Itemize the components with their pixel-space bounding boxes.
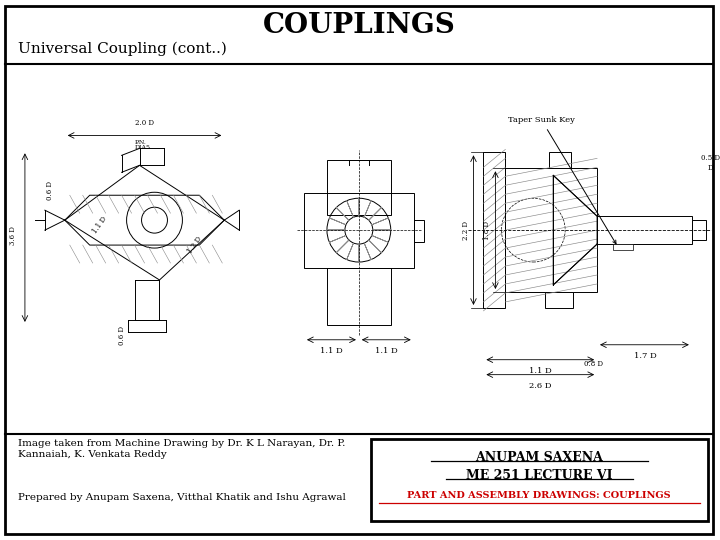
Bar [505,168,597,292]
Text: 3.6 D: 3.6 D [9,226,17,245]
Text: COUPLINGS: COUPLINGS [263,12,455,39]
Text: 1.2 D: 1.2 D [186,235,203,255]
Bar [613,244,633,250]
Bar [327,268,391,325]
Bar [692,220,706,240]
Bar [414,220,423,242]
Text: DIA5: DIA5 [135,145,150,150]
Text: P.N.: P.N. [135,140,146,145]
Bar [371,440,708,521]
Text: 0.6 D: 0.6 D [117,326,125,345]
Text: 1.7 D: 1.7 D [634,352,657,360]
Bar [597,216,692,244]
Text: 1.1 D: 1.1 D [91,215,109,235]
Text: ANUPAM SAXENA: ANUPAM SAXENA [475,451,603,464]
Text: 0.8 D: 0.8 D [584,360,603,368]
Bar [483,152,505,308]
Text: 1.8 D: 1.8 D [483,221,492,240]
Text: Taper Sunk Key: Taper Sunk Key [508,117,616,244]
Text: 0.5 D: 0.5 D [701,154,720,163]
Text: 0.6 D: 0.6 D [46,181,54,200]
Text: 2.0 D: 2.0 D [135,119,154,127]
Text: Universal Coupling (cont..): Universal Coupling (cont..) [18,42,227,56]
Text: Image taken from Machine Drawing by Dr. K L Narayan, Dr. P.
Kannaiah, K. Venkata: Image taken from Machine Drawing by Dr. … [18,440,346,459]
Text: D: D [708,164,714,172]
Text: PART AND ASSEMBLY DRAWINGS: COUPLINGS: PART AND ASSEMBLY DRAWINGS: COUPLINGS [408,491,671,500]
Bar [549,152,571,168]
Text: 1.1 D: 1.1 D [320,347,342,355]
Bar [545,292,573,308]
Text: 2.6 D: 2.6 D [529,382,552,390]
Bar [553,176,597,216]
Text: 1.1 D: 1.1 D [375,347,398,355]
Text: ME 251 LECTURE VI: ME 251 LECTURE VI [466,469,613,482]
Text: 2.2 D: 2.2 D [462,221,470,240]
Bar [327,160,391,215]
Bar [553,244,597,285]
Text: Prepared by Anupam Saxena, Vitthal Khatik and Ishu Agrawal: Prepared by Anupam Saxena, Vitthal Khati… [18,493,346,502]
Text: 1.1 D: 1.1 D [529,367,552,375]
Bar [553,216,597,244]
Bar [304,193,414,268]
